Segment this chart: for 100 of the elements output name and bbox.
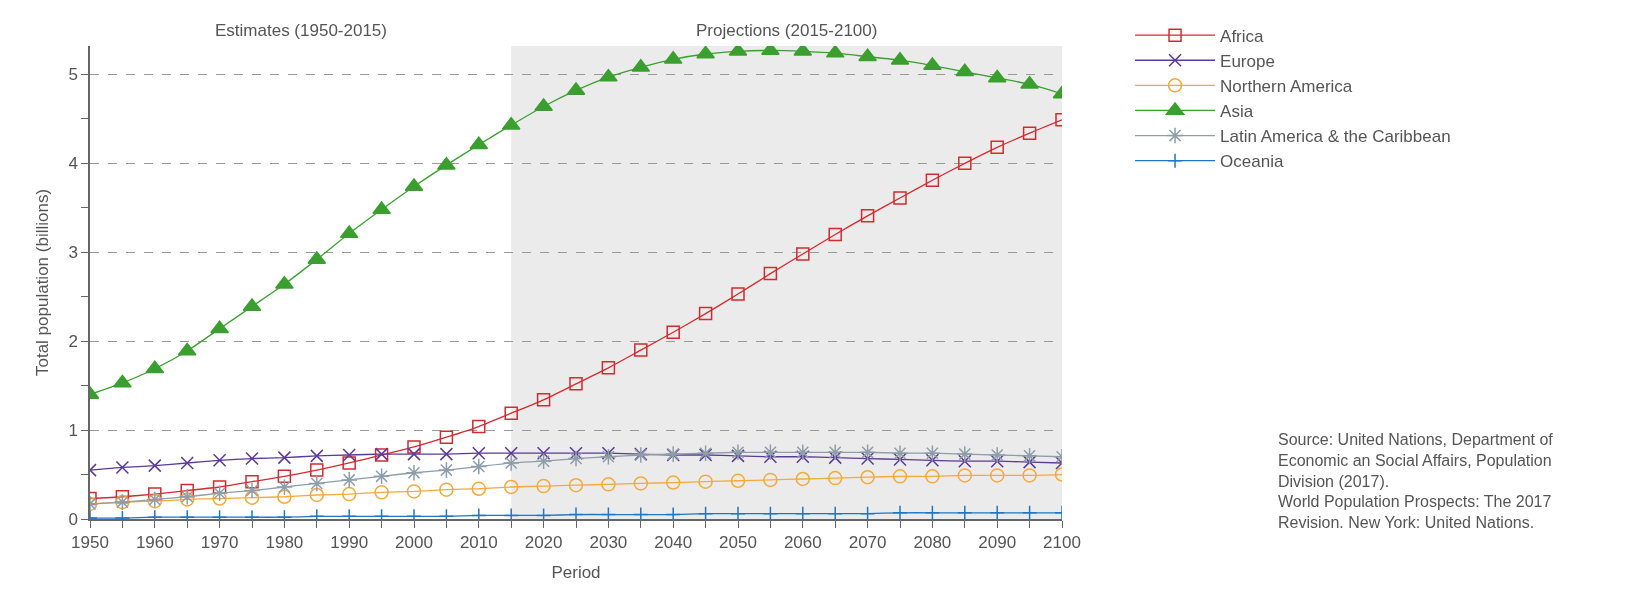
point [569, 446, 583, 460]
x-tick-label: 2030 [589, 533, 628, 553]
point [893, 191, 907, 205]
point [795, 471, 811, 487]
point [342, 448, 356, 462]
point [794, 443, 812, 461]
point [244, 490, 260, 505]
point [955, 63, 975, 77]
y-tick-label: 5 [68, 65, 78, 85]
point [828, 227, 842, 242]
point [633, 506, 649, 519]
point [601, 361, 616, 375]
band-label: Projections (2015-2100) [696, 21, 878, 40]
point [245, 451, 259, 466]
point [730, 505, 746, 519]
point [436, 156, 456, 170]
x-tick-label: 2070 [848, 533, 887, 553]
x-tick-label: 2000 [395, 533, 433, 553]
point [536, 393, 551, 407]
point [310, 463, 324, 477]
x-tick-label: 1950 [71, 533, 109, 553]
point [503, 479, 519, 495]
y-tick-label: 0 [68, 509, 78, 529]
point [308, 474, 326, 492]
point [569, 377, 583, 391]
point [1021, 505, 1038, 519]
legend-label: Africa [1220, 26, 1265, 46]
point [958, 454, 972, 468]
point [1020, 75, 1040, 89]
x-tick-label: 2080 [913, 533, 952, 553]
x-axis-title: Period [551, 563, 601, 583]
point [310, 449, 324, 463]
point [180, 456, 194, 470]
point [242, 298, 262, 312]
point [957, 468, 973, 483]
point [309, 487, 325, 503]
point [989, 468, 1005, 483]
point [373, 467, 391, 485]
point [891, 444, 909, 462]
point [796, 247, 810, 261]
point [956, 445, 974, 463]
point [470, 457, 488, 476]
point [731, 449, 745, 463]
point [600, 506, 617, 519]
legend-label: Latin America & the Caribbean [1220, 127, 1451, 147]
point [826, 443, 844, 461]
point [890, 51, 910, 65]
point [374, 485, 389, 500]
point [504, 446, 518, 460]
point [697, 444, 715, 462]
point [179, 492, 195, 507]
point [277, 489, 292, 505]
point [536, 446, 551, 460]
point [148, 458, 162, 473]
point [828, 450, 842, 465]
point [471, 481, 487, 497]
x-tick-label: 2060 [783, 533, 822, 553]
point [405, 464, 423, 482]
point [665, 475, 681, 490]
point [924, 505, 941, 519]
point [729, 443, 747, 461]
point [730, 473, 746, 489]
legend-label: Asia [1220, 102, 1254, 122]
point [339, 225, 359, 239]
point [112, 374, 132, 388]
point [731, 287, 745, 301]
point [988, 446, 1006, 464]
y-tick-label: 2 [68, 332, 78, 352]
point [958, 156, 972, 171]
point [763, 472, 778, 488]
point [277, 469, 292, 484]
point [372, 201, 392, 215]
point [990, 454, 1004, 468]
x-tick-label: 1990 [330, 533, 369, 553]
point [407, 440, 421, 454]
point [502, 454, 520, 472]
point [567, 449, 585, 468]
point [277, 450, 292, 465]
point [212, 453, 227, 468]
point [892, 505, 908, 519]
x-tick-label: 2090 [978, 533, 1017, 553]
x-tick-label: 2050 [719, 533, 757, 553]
point [601, 446, 616, 460]
x-tick-label: 2100 [1043, 533, 1081, 553]
point [504, 406, 518, 420]
point [568, 506, 584, 519]
x-tick-label: 1980 [265, 533, 304, 553]
point [501, 116, 521, 130]
point [859, 505, 876, 519]
y-tick-label: 1 [68, 421, 78, 441]
point [275, 478, 293, 496]
point [860, 451, 875, 466]
point [437, 461, 455, 479]
legend-label: Oceania [1220, 152, 1284, 172]
point [177, 342, 197, 356]
point [989, 505, 1005, 519]
point [633, 476, 649, 491]
point [893, 452, 907, 467]
point [601, 477, 616, 492]
point [666, 325, 680, 340]
